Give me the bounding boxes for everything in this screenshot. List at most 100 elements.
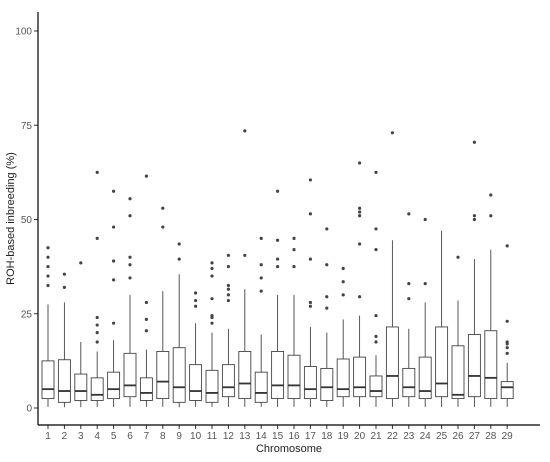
box-iqr: [353, 356, 367, 398]
boxes-layer: [41, 129, 514, 408]
x-tick-label: 11: [207, 431, 218, 442]
y-tick-label: 0: [26, 404, 32, 415]
outlier-point: [177, 242, 181, 246]
outlier-point: [112, 278, 116, 282]
outlier-point: [259, 289, 263, 293]
outlier-point: [358, 295, 362, 299]
outlier-point: [407, 281, 411, 286]
outlier-point: [194, 304, 198, 308]
outlier-point: [472, 140, 476, 144]
outlier-point: [423, 281, 427, 286]
outlier-point: [374, 334, 378, 338]
box-chromosome-5: [107, 189, 121, 407]
outlier-point: [210, 261, 214, 265]
outlier-point: [259, 276, 263, 280]
outlier-point: [308, 300, 312, 305]
outlier-point: [144, 174, 148, 178]
x-tick-label: 19: [338, 431, 350, 442]
box-chromosome-1: [41, 246, 55, 407]
outlier-point: [243, 129, 247, 133]
box-iqr: [418, 356, 432, 400]
x-tick-label: 5: [111, 431, 117, 442]
x-axis-title: Chromosome: [256, 443, 322, 455]
box-chromosome-26: [451, 255, 465, 407]
outlier-point: [292, 248, 296, 252]
outlier-point: [407, 212, 411, 216]
outlier-point: [259, 263, 263, 267]
box-chromosome-18: [320, 227, 334, 407]
y-tick-label: 50: [21, 215, 33, 226]
outlier-point: [308, 304, 312, 308]
box-chromosome-3: [74, 261, 88, 408]
outlier-point: [358, 242, 362, 246]
outlier-point: [194, 298, 198, 303]
outlier-point: [128, 263, 132, 267]
outlier-point: [112, 321, 116, 325]
outlier-point: [112, 225, 116, 229]
box-iqr: [74, 373, 88, 401]
box-iqr: [271, 351, 285, 400]
outlier-point: [46, 265, 50, 269]
outlier-point: [79, 261, 83, 265]
outlier-point: [505, 346, 509, 350]
box-chromosome-23: [402, 212, 416, 407]
outlier-point: [112, 259, 116, 263]
outlier-point: [407, 297, 411, 301]
outlier-point: [374, 170, 378, 174]
outlier-point: [276, 257, 280, 261]
box-iqr: [303, 366, 317, 400]
outlier-point: [374, 227, 378, 231]
x-tick-label: 24: [420, 431, 432, 442]
outlier-point: [62, 285, 66, 289]
outlier-point: [46, 255, 50, 259]
outlier-point: [128, 197, 132, 201]
x-tick-label: 22: [387, 431, 399, 442]
box-iqr: [172, 347, 186, 403]
x-tick-label: 18: [321, 431, 333, 442]
outlier-point: [325, 263, 329, 267]
outlier-point: [259, 236, 263, 240]
outlier-point: [489, 214, 493, 218]
box-iqr: [402, 367, 416, 398]
outlier-point: [226, 265, 230, 269]
outlier-point: [276, 265, 280, 269]
x-tick-label: 1: [45, 431, 51, 442]
box-chromosome-4: [90, 170, 104, 407]
outlier-point: [472, 214, 476, 218]
box-chromosome-21: [369, 170, 383, 407]
y-axis-title: ROH-based inbreeding (%): [5, 152, 17, 285]
outlier-point: [210, 274, 214, 278]
box-chromosome-15: [271, 189, 285, 407]
box-iqr: [156, 351, 170, 400]
x-tick-label: 20: [354, 431, 366, 442]
x-tick-label: 15: [272, 431, 284, 442]
x-tick-label: 23: [403, 431, 415, 442]
box-chromosome-8: [156, 206, 170, 407]
outlier-point: [325, 306, 329, 310]
x-tick-label: 9: [176, 431, 182, 442]
outlier-point: [46, 246, 50, 250]
x-tick-label: 6: [127, 431, 133, 442]
outlier-point: [472, 217, 476, 222]
outlier-point: [226, 283, 230, 288]
outlier-point: [374, 340, 378, 344]
box-chromosome-16: [287, 236, 301, 407]
box-iqr: [451, 345, 465, 400]
outlier-point: [226, 293, 230, 297]
box-iqr: [139, 377, 153, 401]
box-chromosome-11: [205, 261, 219, 407]
x-tick-label: 13: [239, 431, 251, 442]
box-iqr: [254, 371, 268, 403]
outlier-point: [62, 272, 66, 276]
outlier-point: [358, 161, 362, 165]
outlier-point: [505, 244, 509, 248]
box-chromosome-17: [303, 178, 317, 407]
outlier-point: [128, 214, 132, 218]
box-chromosome-19: [336, 266, 350, 407]
box-chromosome-27: [467, 140, 481, 407]
outlier-point: [374, 314, 378, 318]
x-tick-label: 7: [144, 431, 150, 442]
outlier-point: [308, 257, 312, 261]
outlier-point: [308, 212, 312, 216]
